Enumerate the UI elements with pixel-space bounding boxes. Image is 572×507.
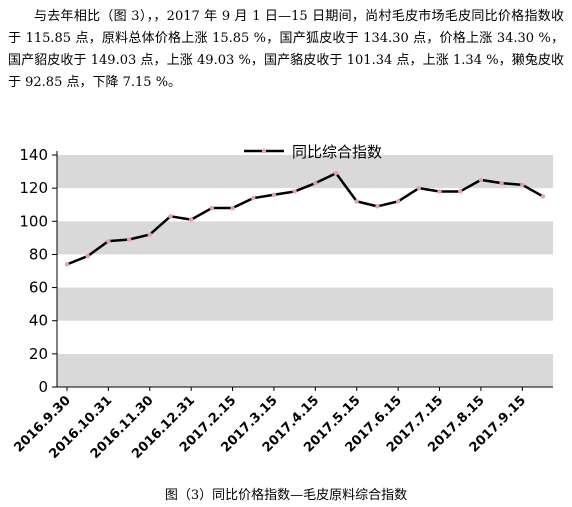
data-point <box>147 232 152 237</box>
data-point <box>416 185 422 191</box>
data-point <box>126 237 132 242</box>
data-point <box>209 205 215 211</box>
data-point <box>188 217 194 222</box>
data-point <box>168 214 173 219</box>
legend-label: 同比综合指数 <box>292 143 382 161</box>
price-index-chart: 0 20 40 60 80 100 120 140 2016.9.302016.10.3120… <box>11 143 553 462</box>
grid-band <box>57 188 553 222</box>
y-tick-label: 40 <box>29 312 48 330</box>
data-point <box>85 253 90 259</box>
y-tick-label: 80 <box>29 245 48 263</box>
series-layer <box>64 171 546 267</box>
data-point <box>520 182 525 188</box>
data-point <box>540 194 546 199</box>
y-tick-label: 100 <box>19 212 48 230</box>
figure-caption: 图（3）同比价格指数—毛皮原料综合指数 <box>164 488 408 503</box>
data-point <box>251 195 256 201</box>
grid-band <box>57 320 553 354</box>
y-axis: 0 20 40 60 80 100 120 140 <box>19 146 58 396</box>
y-tick-label: 140 <box>19 146 48 164</box>
data-point <box>292 189 297 194</box>
data-point <box>271 192 277 197</box>
y-tick-label: 120 <box>19 179 48 197</box>
article-paragraph: 与去年相比（图 3），，2017 年 9 月 1 日—15 日期间，尚村毛皮市场… <box>8 9 564 90</box>
data-point <box>230 205 235 211</box>
series-line <box>66 171 544 266</box>
data-point <box>64 262 70 267</box>
grid-band <box>57 155 553 189</box>
data-point <box>313 180 318 186</box>
y-tick-label: 60 <box>29 279 48 297</box>
plot-bands <box>57 155 553 387</box>
y-tick-label: 0 <box>38 378 48 396</box>
data-point <box>106 238 111 244</box>
data-point <box>375 204 380 209</box>
data-point <box>478 177 484 183</box>
data-point <box>333 171 339 176</box>
data-point <box>458 189 463 194</box>
data-point <box>354 199 359 204</box>
data-point <box>395 199 401 204</box>
data-point <box>499 180 504 186</box>
grid-band <box>57 254 553 288</box>
data-point <box>437 189 442 194</box>
y-tick-label: 20 <box>29 345 48 363</box>
x-axis: 2016.9.302016.10.312016.11.302016.12.312… <box>11 386 553 462</box>
grid-band <box>57 353 553 387</box>
legend: 同比综合指数 <box>244 143 382 161</box>
grid-band <box>57 287 553 321</box>
legend-marker <box>261 148 267 154</box>
